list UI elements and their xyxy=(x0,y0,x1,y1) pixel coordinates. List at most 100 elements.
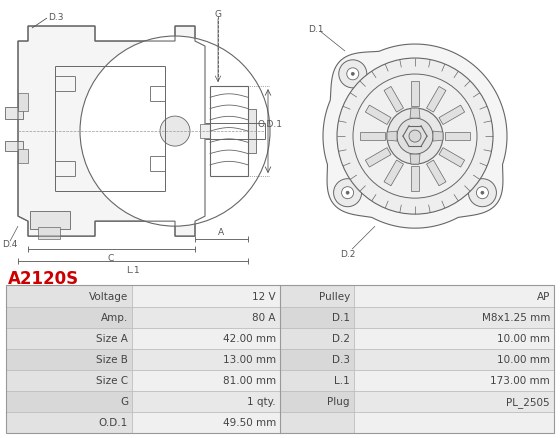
Circle shape xyxy=(481,192,484,195)
Text: A2120S: A2120S xyxy=(8,270,79,288)
Bar xyxy=(6,286,554,433)
Bar xyxy=(18,94,28,112)
Circle shape xyxy=(342,187,353,199)
Text: Pulley: Pulley xyxy=(319,291,350,301)
Polygon shape xyxy=(411,82,419,107)
Bar xyxy=(6,307,132,328)
Bar xyxy=(280,412,354,433)
Polygon shape xyxy=(439,148,465,168)
Polygon shape xyxy=(365,106,391,125)
Bar xyxy=(132,307,280,328)
Circle shape xyxy=(337,59,493,215)
Bar xyxy=(280,286,354,307)
Polygon shape xyxy=(433,132,443,142)
Bar xyxy=(354,328,554,349)
Bar xyxy=(6,370,132,391)
Bar xyxy=(132,328,280,349)
Bar xyxy=(248,110,256,154)
Bar xyxy=(132,349,280,370)
Polygon shape xyxy=(323,45,507,229)
Bar xyxy=(354,307,554,328)
Text: D.3: D.3 xyxy=(48,12,63,21)
Text: 173.00 mm: 173.00 mm xyxy=(490,375,550,385)
Text: L.1: L.1 xyxy=(334,375,350,385)
Polygon shape xyxy=(384,87,403,113)
Polygon shape xyxy=(387,132,397,142)
Text: A: A xyxy=(218,227,224,236)
Circle shape xyxy=(477,187,488,199)
Bar xyxy=(280,328,354,349)
Bar xyxy=(280,307,354,328)
Bar xyxy=(38,228,60,240)
Bar xyxy=(5,142,23,152)
Text: Size B: Size B xyxy=(96,354,128,364)
Text: AP: AP xyxy=(536,291,550,301)
Text: O.D.1: O.D.1 xyxy=(99,417,128,427)
Bar xyxy=(132,286,280,307)
Text: 10.00 mm: 10.00 mm xyxy=(497,354,550,364)
Bar xyxy=(354,370,554,391)
Bar xyxy=(200,125,210,139)
Circle shape xyxy=(346,192,349,195)
Bar xyxy=(18,150,28,164)
Text: D.3: D.3 xyxy=(332,354,350,364)
Text: D.4: D.4 xyxy=(2,239,17,248)
Text: Size A: Size A xyxy=(96,333,128,343)
Circle shape xyxy=(397,119,433,155)
Bar xyxy=(5,108,23,120)
Polygon shape xyxy=(365,148,391,168)
Bar xyxy=(354,349,554,370)
Text: D.1: D.1 xyxy=(308,25,324,33)
Text: C: C xyxy=(108,253,114,262)
Bar xyxy=(132,391,280,412)
Bar xyxy=(280,349,354,370)
Bar xyxy=(6,286,132,307)
Text: L.1: L.1 xyxy=(126,265,140,274)
Circle shape xyxy=(347,69,359,81)
Text: D.2: D.2 xyxy=(340,249,356,258)
Bar xyxy=(132,370,280,391)
Text: O.D.1: O.D.1 xyxy=(258,119,283,128)
Circle shape xyxy=(353,75,477,199)
Circle shape xyxy=(409,131,421,143)
Text: 10.00 mm: 10.00 mm xyxy=(497,333,550,343)
Text: 81.00 mm: 81.00 mm xyxy=(223,375,276,385)
Circle shape xyxy=(334,179,362,207)
Polygon shape xyxy=(445,133,470,141)
Text: PL_2505: PL_2505 xyxy=(506,396,550,407)
Circle shape xyxy=(387,109,443,165)
Polygon shape xyxy=(439,106,465,125)
Bar xyxy=(30,212,70,230)
Text: D.1: D.1 xyxy=(332,312,350,322)
Polygon shape xyxy=(18,27,205,237)
Text: Voltage: Voltage xyxy=(89,291,128,301)
Text: G: G xyxy=(120,396,128,406)
Polygon shape xyxy=(427,161,446,186)
Circle shape xyxy=(468,179,496,207)
Polygon shape xyxy=(410,109,420,119)
Text: 12 V: 12 V xyxy=(253,291,276,301)
Text: 49.50 mm: 49.50 mm xyxy=(223,417,276,427)
Circle shape xyxy=(80,37,270,226)
Circle shape xyxy=(339,61,367,88)
Text: Plug: Plug xyxy=(328,396,350,406)
Text: Size C: Size C xyxy=(96,375,128,385)
Text: 1 qty.: 1 qty. xyxy=(248,396,276,406)
Text: M8x1.25 mm: M8x1.25 mm xyxy=(482,312,550,322)
Bar xyxy=(132,412,280,433)
Bar xyxy=(6,412,132,433)
Text: 80 A: 80 A xyxy=(253,312,276,322)
Polygon shape xyxy=(384,161,403,186)
Circle shape xyxy=(160,117,190,147)
Text: G: G xyxy=(214,10,222,18)
Bar xyxy=(6,349,132,370)
Bar xyxy=(354,286,554,307)
Text: Amp.: Amp. xyxy=(101,312,128,322)
Bar xyxy=(354,412,554,433)
Polygon shape xyxy=(410,155,420,165)
Text: 13.00 mm: 13.00 mm xyxy=(223,354,276,364)
Bar xyxy=(6,391,132,412)
Bar xyxy=(280,370,354,391)
Polygon shape xyxy=(411,167,419,192)
Bar xyxy=(6,328,132,349)
